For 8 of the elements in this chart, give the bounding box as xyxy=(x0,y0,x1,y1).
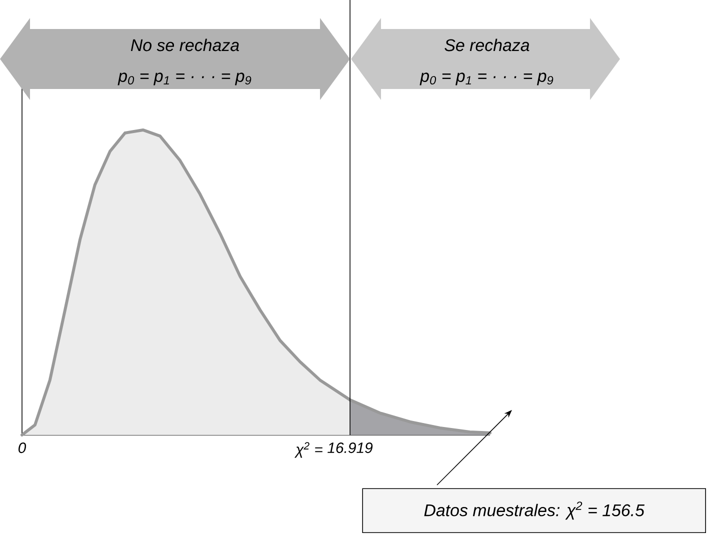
x-tick-label: 0 xyxy=(18,442,26,454)
text: Datos muestrales: χ$^{2}$ = 156.5 xyxy=(424,502,645,520)
text: No se rechaza xyxy=(130,38,240,52)
x-tick-label: 16.919 xyxy=(328,442,373,454)
text: Se rechaza xyxy=(444,38,530,52)
text: p$_{0}$ = p$_{1}$ = · · · = p$_{9}$ xyxy=(420,72,554,86)
text: p$_{0}$ = p$_{1}$ = · · · = p$_{9}$ xyxy=(118,72,252,86)
ref-line-label: χ$^{2}$ = xyxy=(294,442,322,458)
